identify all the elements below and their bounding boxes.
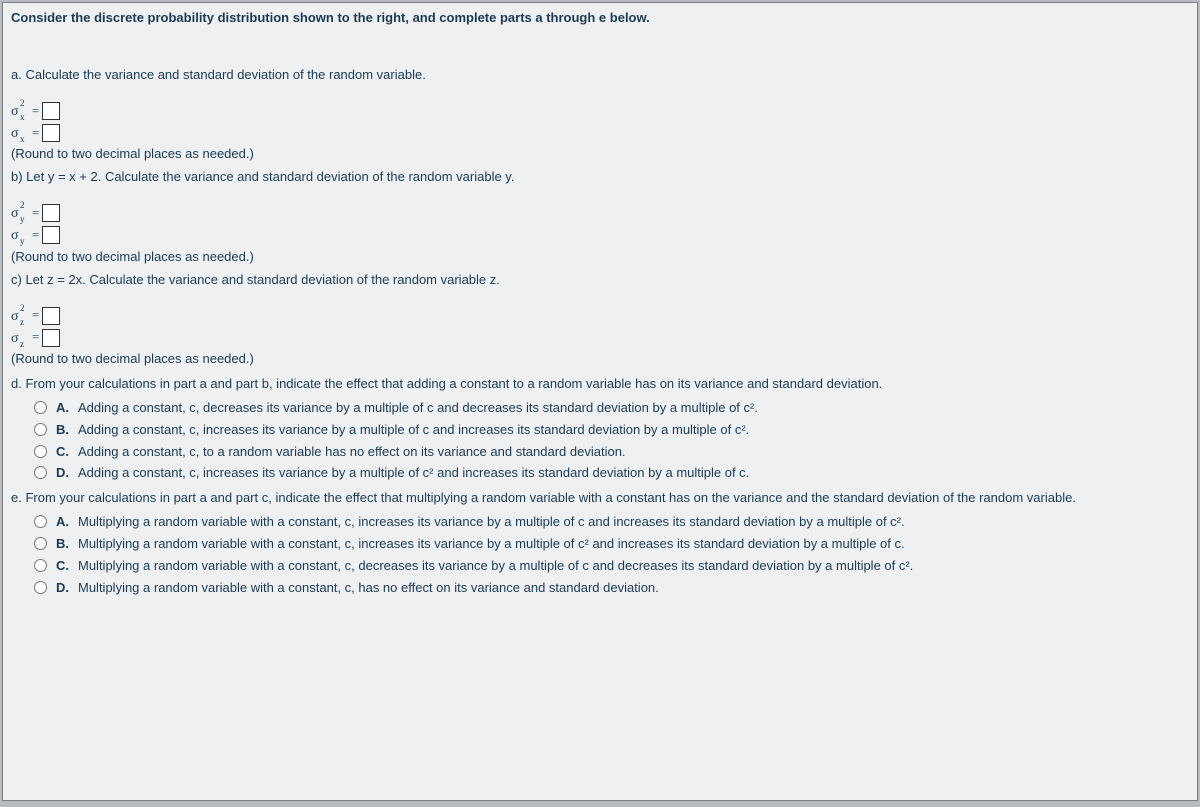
sigma-squared-z-label: σ 2 z	[11, 307, 29, 325]
option-d-c[interactable]: C. Adding a constant, c, to a random var…	[29, 443, 1189, 462]
option-d-b[interactable]: B. Adding a constant, c, increases its v…	[29, 421, 1189, 440]
option-e-a[interactable]: A. Multiplying a random variable with a …	[29, 513, 1189, 532]
option-text: Adding a constant, c, to a random variab…	[78, 443, 626, 462]
part-c-variance-row: σ 2 z =	[11, 306, 1189, 325]
equals-sign: =	[32, 124, 39, 143]
option-letter: C.	[56, 443, 72, 462]
radio-d-d[interactable]	[34, 466, 47, 479]
option-letter: A.	[56, 513, 72, 532]
option-e-c[interactable]: C. Multiplying a random variable with a …	[29, 557, 1189, 576]
intro-text: Consider the discrete probability distri…	[11, 9, 1189, 28]
radio-e-c[interactable]	[34, 559, 47, 572]
option-e-b[interactable]: B. Multiplying a random variable with a …	[29, 535, 1189, 554]
sd-y-input[interactable]	[42, 226, 60, 244]
sigma-squared-x-label: σ 2 x	[11, 102, 29, 120]
question-page: Consider the discrete probability distri…	[2, 2, 1198, 801]
part-d-prompt: d. From your calculations in part a and …	[11, 375, 1189, 394]
option-letter: A.	[56, 399, 72, 418]
sd-x-input[interactable]	[42, 124, 60, 142]
option-text: Multiplying a random variable with a con…	[78, 535, 905, 554]
part-c-prompt: c) Let z = 2x. Calculate the variance an…	[11, 271, 1189, 290]
part-c-hint: (Round to two decimal places as needed.)	[11, 350, 1189, 369]
variance-x-input[interactable]	[42, 102, 60, 120]
sd-z-input[interactable]	[42, 329, 60, 347]
option-letter: B.	[56, 535, 72, 554]
option-text: Multiplying a random variable with a con…	[78, 557, 913, 576]
option-letter: B.	[56, 421, 72, 440]
option-text: Multiplying a random variable with a con…	[78, 513, 905, 532]
part-e-prompt: e. From your calculations in part a and …	[11, 489, 1189, 508]
option-letter: D.	[56, 464, 72, 483]
part-b-hint: (Round to two decimal places as needed.)	[11, 248, 1189, 267]
option-letter: D.	[56, 579, 72, 598]
variance-y-input[interactable]	[42, 204, 60, 222]
equals-sign: =	[32, 328, 39, 347]
radio-d-c[interactable]	[34, 445, 47, 458]
radio-d-b[interactable]	[34, 423, 47, 436]
radio-e-b[interactable]	[34, 537, 47, 550]
equals-sign: =	[32, 102, 39, 121]
equals-sign: =	[32, 306, 39, 325]
sigma-y-label: σ y	[11, 226, 29, 244]
equals-sign: =	[32, 226, 39, 245]
equals-sign: =	[32, 204, 39, 223]
part-a-hint: (Round to two decimal places as needed.)	[11, 145, 1189, 164]
option-text: Adding a constant, c, increases its vari…	[78, 464, 749, 483]
part-a-sd-row: σ x =	[11, 124, 1189, 143]
option-d-a[interactable]: A. Adding a constant, c, decreases its v…	[29, 399, 1189, 418]
sigma-squared-y-label: σ 2 y	[11, 204, 29, 222]
part-b-prompt: b) Let y = x + 2. Calculate the variance…	[11, 168, 1189, 187]
option-d-d[interactable]: D. Adding a constant, c, increases its v…	[29, 464, 1189, 483]
part-e-options: A. Multiplying a random variable with a …	[29, 513, 1189, 597]
option-letter: C.	[56, 557, 72, 576]
option-e-d[interactable]: D. Multiplying a random variable with a …	[29, 579, 1189, 598]
part-d-options: A. Adding a constant, c, decreases its v…	[29, 399, 1189, 483]
option-text: Adding a constant, c, increases its vari…	[78, 421, 749, 440]
part-b-sd-row: σ y =	[11, 226, 1189, 245]
variance-z-input[interactable]	[42, 307, 60, 325]
radio-e-d[interactable]	[34, 581, 47, 594]
part-a-variance-row: σ 2 x =	[11, 102, 1189, 121]
part-c-sd-row: σ z =	[11, 328, 1189, 347]
option-text: Multiplying a random variable with a con…	[78, 579, 659, 598]
option-text: Adding a constant, c, decreases its vari…	[78, 399, 758, 418]
part-a-prompt: a. Calculate the variance and standard d…	[11, 66, 1189, 85]
part-b-variance-row: σ 2 y =	[11, 204, 1189, 223]
radio-e-a[interactable]	[34, 515, 47, 528]
sigma-z-label: σ z	[11, 329, 29, 347]
sigma-x-label: σ x	[11, 124, 29, 142]
radio-d-a[interactable]	[34, 401, 47, 414]
